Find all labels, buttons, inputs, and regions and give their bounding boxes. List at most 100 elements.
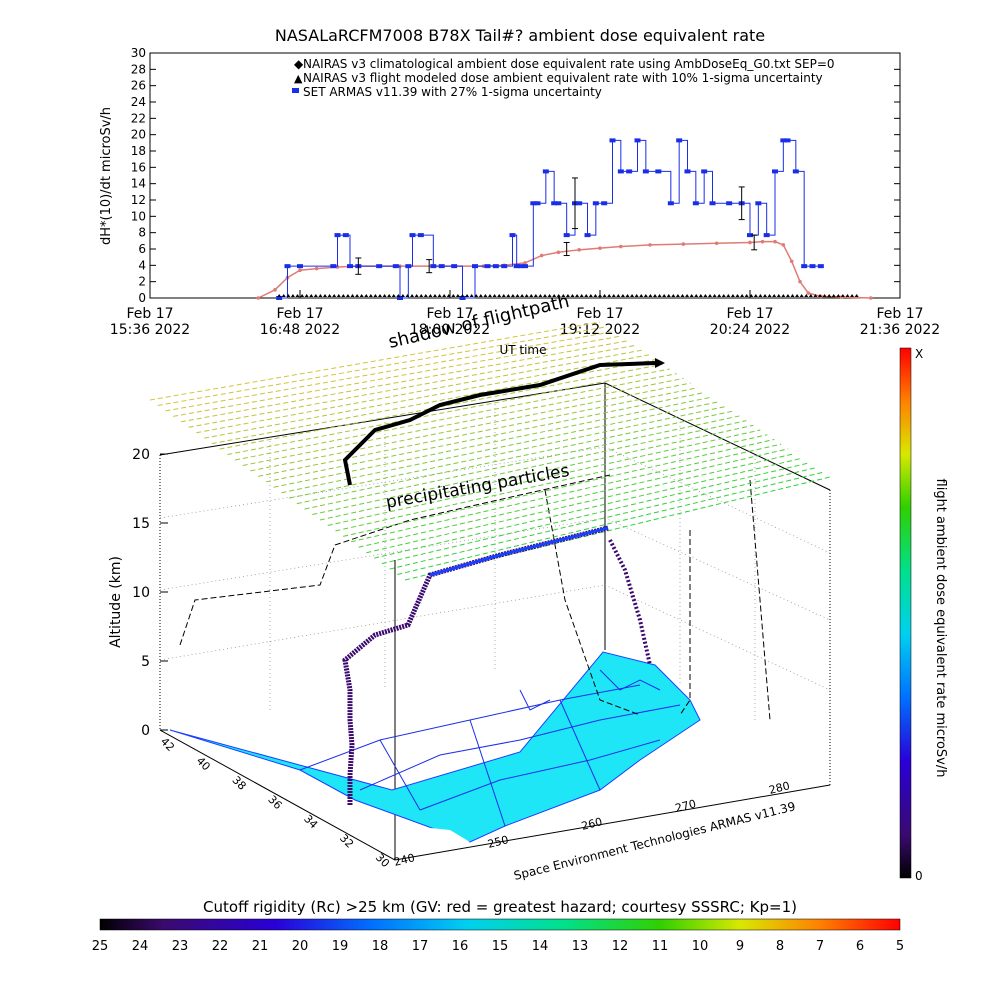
armas-point	[330, 264, 337, 269]
armas-point	[555, 201, 562, 206]
altitude-axis-ticks: 0 5 10 15 20	[132, 447, 168, 739]
modeled-point	[359, 294, 364, 297]
modeled-point	[373, 294, 378, 297]
x-tick-label-time: 21:36 2022	[860, 322, 940, 338]
x-tick-label-time: 20:24 2022	[710, 322, 790, 338]
modeled-point	[675, 294, 680, 297]
x-tick-label-time: 15:36 2022	[110, 322, 190, 338]
modeled-point	[327, 294, 332, 297]
modeled-point	[561, 294, 566, 297]
modeled-point	[708, 294, 712, 297]
armas-point	[542, 169, 549, 174]
modeled-point	[680, 294, 685, 297]
credit-text: Space Environment Technologies ARMAS v11…	[512, 799, 796, 883]
modeled-point	[400, 294, 405, 297]
modeled-point	[753, 294, 758, 297]
particle-sheet-line	[157, 326, 608, 406]
armas-point	[392, 264, 399, 269]
particle-sheet-line	[350, 443, 782, 543]
particle-sheet-line	[319, 424, 754, 521]
modeled-point	[405, 294, 410, 297]
particle-sheet-line	[173, 335, 621, 417]
particle-sheet-line	[296, 410, 733, 505]
cutoff-tick-label: 14	[532, 939, 549, 954]
y-tick-label: 10	[131, 209, 146, 223]
climatological-point	[619, 244, 623, 249]
armas-point	[809, 264, 816, 269]
legend-marker-modeled: ▲	[294, 72, 303, 85]
y-tick-label: 20	[131, 128, 146, 142]
series-modeled	[277, 234, 859, 297]
armas-point	[792, 169, 799, 174]
modeled-point	[565, 294, 570, 297]
armas-point	[501, 264, 508, 269]
modeled-point	[689, 294, 694, 297]
flight-path-top-shadow	[342, 361, 656, 486]
x-tick-label-date: Feb 17	[426, 306, 473, 322]
modeled-point	[318, 294, 323, 297]
modeled-point	[414, 294, 419, 297]
modeled-point	[345, 294, 350, 297]
modeled-point	[758, 294, 763, 297]
armas-point	[513, 264, 520, 269]
armas-point	[517, 264, 524, 269]
modeled-point	[850, 294, 855, 297]
latitude-tick-label: 34	[301, 812, 320, 831]
armas-point	[492, 264, 499, 269]
longitude-tick-label: 260	[580, 815, 604, 833]
modeled-point	[726, 294, 731, 297]
armas-point	[784, 138, 791, 143]
modeled-point	[740, 294, 745, 297]
box-edge-bottom-left	[159, 729, 396, 861]
modeled-point	[492, 294, 497, 297]
longitude-tick-label: 250	[486, 833, 510, 851]
modeled-point	[506, 294, 511, 297]
cutoff-tick-label: 20	[292, 939, 309, 954]
climatological-point	[648, 243, 652, 247]
particle-sheet-line	[312, 420, 747, 516]
altitude-tick-label: 5	[141, 654, 150, 670]
modeled-point	[501, 294, 506, 297]
cutoff-tick-label: 19	[332, 939, 349, 954]
back-wall-grid	[159, 400, 831, 720]
modeled-point	[465, 294, 470, 297]
armas-point	[417, 233, 424, 238]
modeled-point	[442, 294, 447, 297]
modeled-point	[336, 294, 341, 297]
modeled-point	[588, 294, 593, 297]
modeled-point	[785, 294, 790, 297]
cutoff-ticks: 25 24 23 22 21 20 19 18 17 16 15 14 13 12 11 10 9 8 7 6 5	[92, 939, 904, 954]
armas-point	[522, 264, 528, 269]
modeled-point	[804, 294, 809, 297]
longitude-tick-label: 270	[674, 797, 698, 815]
armas-point	[438, 264, 445, 269]
modeled-point	[323, 294, 327, 297]
climatological-point	[781, 243, 786, 247]
armas-point	[347, 264, 353, 269]
modeled-point	[749, 294, 754, 297]
modeled-point	[309, 294, 314, 297]
modeled-point	[602, 294, 607, 297]
modeled-point	[455, 294, 460, 297]
modeled-point	[295, 294, 300, 297]
armas-point	[592, 201, 599, 206]
modeled-point	[836, 294, 841, 297]
modeled-point	[630, 294, 635, 297]
modeled-point	[290, 294, 295, 297]
modeled-point	[378, 294, 382, 297]
cutoff-tick-label: 25	[92, 939, 109, 954]
modeled-point	[767, 294, 772, 297]
cutoff-tick-label: 9	[736, 939, 744, 954]
climatological-point	[789, 259, 794, 264]
x-tick-label-date: Feb 17	[726, 306, 773, 322]
armas-point	[459, 296, 466, 300]
modeled-point	[643, 294, 648, 297]
cutoff-tick-label: 23	[172, 939, 189, 954]
climatological-point	[556, 250, 561, 255]
modeled-point	[474, 294, 479, 297]
modeled-point	[703, 294, 708, 297]
modeled-point	[510, 294, 515, 297]
armas-point	[726, 201, 733, 206]
x-tick-label-time: 19:12 2022	[560, 322, 640, 338]
y-tick-label: 26	[131, 79, 146, 93]
